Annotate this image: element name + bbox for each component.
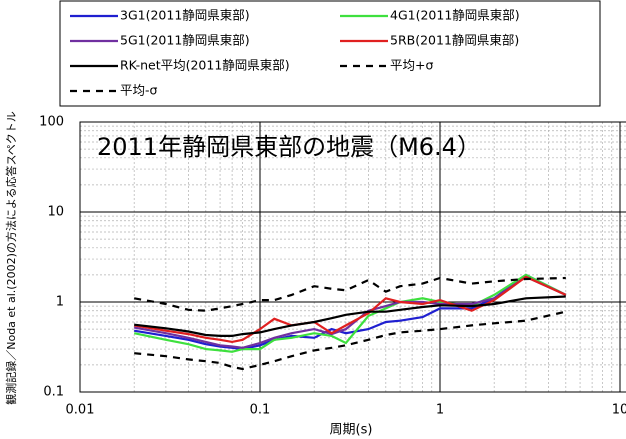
x-axis-label: 周期(s) [330, 423, 373, 438]
y-tick-label: 10 [47, 205, 64, 220]
legend-label: 5G1(2011静岡県東部) [120, 33, 250, 48]
plot-area [80, 122, 626, 393]
x-tick-label: 0.01 [66, 403, 95, 418]
x-tick-label: 1 [436, 403, 444, 418]
legend-box [59, 0, 601, 107]
legend-label: RK-net平均(2011静岡県東部) [120, 58, 290, 73]
legend-label: 5RB(2011静岡県東部) [390, 33, 519, 48]
x-tick-label: 0.1 [250, 403, 271, 418]
y-axis-label: 観測記録／Noda et al.(2002)の方法による応答スペクトル [4, 111, 18, 405]
chart-title: 2011年静岡県東部の地震（M6.4） [97, 133, 481, 161]
series-line [134, 276, 566, 312]
y-tick-label: 1 [56, 295, 64, 310]
legend-label: 3G1(2011静岡県東部) [120, 8, 250, 23]
plot-frame [79, 121, 626, 393]
y-tick-label: 0.1 [43, 385, 64, 400]
legend-label: 平均+σ [390, 58, 433, 73]
series-line [134, 275, 567, 349]
series-line [134, 310, 567, 371]
y-tick-label: 100 [39, 115, 64, 130]
legend-label: 4G1(2011静岡県東部) [390, 8, 520, 23]
series-line [134, 295, 566, 337]
legend-label: 平均-σ [120, 83, 158, 98]
x-tick-label: 10 [612, 403, 626, 418]
